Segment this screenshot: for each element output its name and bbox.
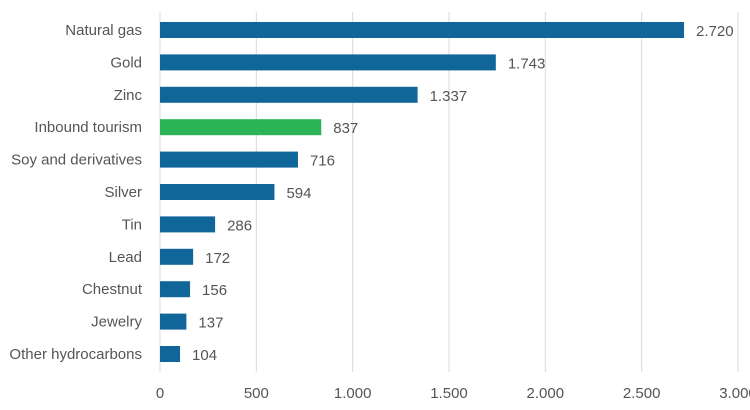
- bar: [160, 313, 187, 330]
- bar: [160, 54, 496, 71]
- value-labels: 2.720 1.743 1.337 837 716 594 286 172 156 137 104: [192, 23, 734, 364]
- bar: [160, 22, 685, 38]
- x-tick-label: 1.500: [430, 385, 468, 402]
- category-label: Soy and derivatives: [11, 152, 142, 169]
- bar: [160, 248, 194, 265]
- category-label: Inbound tourism: [34, 119, 142, 136]
- value-label: 1.743: [508, 55, 546, 72]
- category-label: Chestnut: [82, 281, 143, 298]
- bar: [160, 346, 181, 362]
- value-label: 716: [310, 153, 335, 170]
- category-label: Natural gas: [65, 22, 142, 39]
- category-label: Silver: [104, 184, 142, 201]
- bar: [160, 119, 322, 136]
- category-label: Zinc: [114, 87, 143, 104]
- category-label: Lead: [109, 249, 142, 266]
- bar: [160, 184, 275, 200]
- x-axis-tick-labels: 0 500 1.000 1.500 2.000 2.500 3.000: [156, 385, 750, 402]
- category-label: Jewelry: [91, 314, 142, 331]
- gridlines: [159, 12, 739, 372]
- value-label: 156: [202, 282, 227, 299]
- bar: [160, 281, 191, 298]
- bar: [160, 151, 298, 168]
- category-label: Tin: [122, 216, 142, 233]
- value-label: 104: [192, 347, 217, 364]
- bar: [160, 216, 216, 233]
- value-label: 286: [227, 217, 252, 234]
- x-tick-label: 2.000: [527, 385, 565, 402]
- value-label: 2.720: [696, 23, 734, 40]
- value-label: 1.337: [430, 88, 468, 105]
- x-tick-label: 3.000: [719, 385, 750, 402]
- category-label: Gold: [110, 54, 142, 71]
- x-tick-label: 1.000: [334, 385, 372, 402]
- category-labels: Natural gas Gold Zinc Inbound tourism Soy an…: [9, 22, 142, 363]
- value-label: 837: [333, 120, 358, 137]
- value-label: 594: [286, 185, 311, 202]
- bar: [160, 86, 418, 103]
- x-tick-label: 2.500: [623, 385, 661, 402]
- value-label: 172: [205, 250, 230, 267]
- category-label: Other hydrocarbons: [9, 346, 142, 363]
- x-tick-label: 0: [156, 385, 164, 402]
- bars: [160, 22, 685, 362]
- value-label: 137: [198, 315, 223, 332]
- x-tick-label: 500: [244, 385, 269, 402]
